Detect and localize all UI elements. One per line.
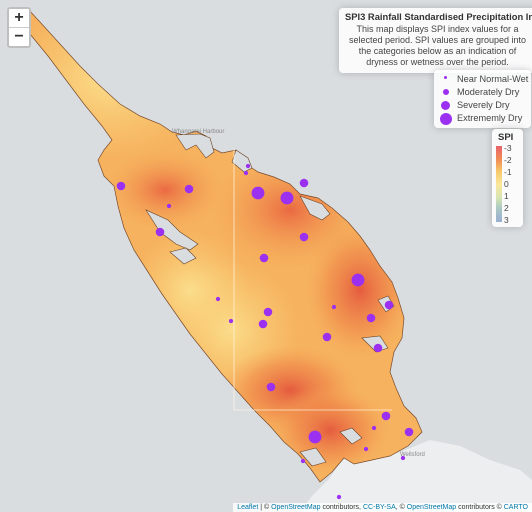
station-marker[interactable]	[373, 343, 383, 353]
station-marker[interactable]	[251, 186, 265, 200]
station-marker[interactable]	[116, 181, 126, 191]
legend-label: Extrememly Dry	[457, 113, 523, 123]
legend-label: Severely Dry	[457, 100, 510, 110]
station-marker[interactable]	[266, 382, 276, 392]
leaflet-link[interactable]: Leaflet	[237, 504, 259, 511]
station-marker[interactable]	[245, 163, 251, 169]
scale-title: SPI	[498, 132, 514, 143]
station-marker[interactable]	[351, 273, 365, 287]
spi-color-scale: SPI -3 -2 -1 0 1 2 3	[492, 129, 523, 227]
category-legend: Near Normal-Wet Moderately Dry Severely …	[434, 70, 531, 128]
attribution-text: | ©	[258, 504, 272, 511]
station-marker[interactable]	[263, 307, 273, 317]
station-marker[interactable]	[280, 191, 294, 205]
info-description: This map displays SPI index values for a…	[348, 24, 527, 67]
scale-tick: 2	[504, 203, 509, 213]
scale-tick: -1	[504, 167, 512, 177]
scale-gradient-bar	[496, 146, 502, 222]
place-label: Wellsford	[400, 452, 425, 458]
station-marker[interactable]	[331, 304, 337, 310]
station-marker[interactable]	[400, 455, 406, 461]
scale-tick: -3	[504, 143, 512, 153]
license-link[interactable]: CC-BY-SA	[362, 504, 396, 511]
carto-link[interactable]: CARTO	[503, 504, 528, 511]
station-marker[interactable]	[166, 203, 172, 209]
legend-item-moderately-dry: Moderately Dry	[438, 86, 527, 99]
legend-item-near-normal-wet: Near Normal-Wet	[438, 73, 529, 86]
attribution-text: contributors ©	[456, 504, 504, 511]
zoom-control: + −	[7, 7, 31, 48]
station-marker[interactable]	[404, 427, 414, 437]
station-marker[interactable]	[322, 332, 332, 342]
scale-tick: 3	[504, 215, 509, 225]
legend-label: Moderately Dry	[457, 87, 520, 97]
station-marker[interactable]	[384, 300, 394, 310]
scale-tick: -2	[504, 155, 512, 165]
station-marker[interactable]	[381, 411, 391, 421]
legend-marker	[441, 101, 450, 110]
info-title: SPI3 Rainfall Standardised Precipitation…	[345, 11, 532, 22]
place-label: Whangarei Harbour	[172, 129, 225, 135]
legend-marker	[440, 113, 452, 125]
legend-marker	[443, 89, 449, 95]
zoom-in-button[interactable]: +	[14, 9, 24, 26]
station-marker[interactable]	[308, 430, 322, 444]
info-panel: SPI3 Rainfall Standardised Precipitation…	[339, 8, 532, 73]
station-marker[interactable]	[258, 319, 268, 329]
station-marker[interactable]	[363, 446, 369, 452]
station-marker[interactable]	[336, 494, 342, 500]
station-marker[interactable]	[243, 170, 249, 176]
legend-item-severely-dry: Severely Dry	[438, 99, 527, 112]
station-marker[interactable]	[366, 313, 376, 323]
attribution-text: contributors,	[320, 504, 363, 511]
station-marker[interactable]	[299, 232, 309, 242]
legend-marker	[444, 76, 447, 79]
station-marker[interactable]	[371, 425, 377, 431]
scale-tick: 0	[504, 179, 509, 189]
station-marker[interactable]	[155, 227, 165, 237]
station-marker[interactable]	[259, 253, 269, 263]
station-marker[interactable]	[184, 184, 194, 194]
zoom-out-button[interactable]: −	[9, 27, 29, 46]
station-marker[interactable]	[215, 296, 221, 302]
attribution-text: , ©	[395, 504, 407, 511]
legend-label: Near Normal-Wet	[457, 74, 529, 84]
legend-item-extremely-dry: Extrememly Dry	[438, 112, 527, 125]
map-attribution: Leaflet | © OpenStreetMap contributors, …	[233, 503, 532, 512]
osm-link[interactable]: OpenStreetMap	[406, 504, 457, 511]
scale-tick: 1	[504, 191, 509, 201]
station-marker[interactable]	[228, 318, 234, 324]
osm-link[interactable]: OpenStreetMap	[271, 504, 321, 511]
station-marker[interactable]	[299, 178, 309, 188]
station-marker[interactable]	[300, 458, 306, 464]
